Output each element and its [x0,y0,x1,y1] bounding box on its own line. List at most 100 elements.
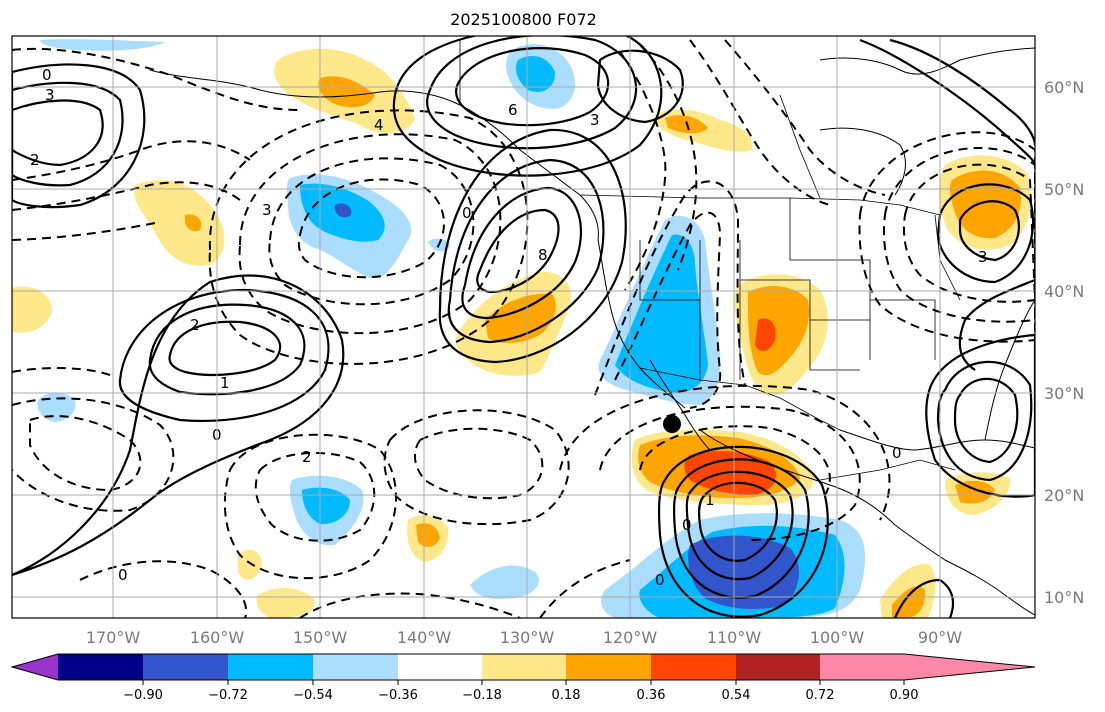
contour-central-low-1 [168,320,282,376]
contour-label: 3 [590,111,600,129]
contour-label: 6 [508,101,518,119]
lon-label-140w: 140°W [397,628,452,647]
border-layer [459,40,961,481]
coast-central-am [894,524,1035,616]
colorbar-label: −0.72 [208,688,248,703]
shade-hi-blue [302,487,350,525]
contour-label: 3 [262,201,272,219]
contour-label: 0 [42,66,52,84]
dash-ne-ring-2 [882,146,1035,323]
contour-label: 0 [682,516,692,534]
colorbar: −0.90 −0.72 −0.54 −0.36 −0.18 0.18 0.36 … [10,653,1036,703]
map-frame [11,35,1036,619]
shade-cus-orange [748,286,810,376]
solid-contours [12,36,1035,618]
dash-pac-low-2 [268,157,475,306]
contour-nw-2 [12,81,124,187]
border-us-mexico [639,367,841,431]
contour-alaska-high-2 [426,36,638,150]
shading-layer [12,39,1031,618]
storm-position-marker [663,415,681,433]
coastline-layer [149,47,1035,616]
lat-label-20: 20°N [1044,486,1084,505]
dash-ne-ring-1 [902,163,1035,303]
lon-label-150w: 150°W [293,628,348,647]
contour-central-low-2 [148,303,306,396]
border-state-8 [779,94,821,199]
contour-label-layer: 0 3 2 6 4 3 3 0 2 1 0 0 2 8 0 0 1 0 3 [30,66,988,589]
dash-trough-3 [619,51,667,291]
shade-fw-warm [12,286,52,333]
border-state-7 [870,299,936,360]
colorbar-segment [482,654,566,680]
lat-label-30: 30°N [1044,384,1084,403]
dash-w-3 [12,367,111,376]
coast-mexico [699,429,896,526]
contour-pac-high-4 [438,128,627,364]
contour-label: 0 [892,444,902,462]
contour-ec-1 [889,38,1035,146]
shade-gulf-orange [955,480,995,504]
dash-hi-2 [223,433,397,580]
lon-label-120w: 120°W [603,628,658,647]
colorbar-ticks [142,680,905,685]
contour-pac-high-3 [447,158,605,344]
colorbar-segment [143,654,228,680]
colorbar-segment [651,654,736,680]
colorbar-extend-left [12,654,58,680]
contour-label: 3 [45,86,55,104]
dash-trough-5 [689,39,831,206]
contour-mex-high-2 [685,470,794,581]
contour-label: 1 [705,491,715,509]
border-state-5 [789,198,871,360]
colorbar-segment [58,654,143,680]
dash-s-3 [539,559,631,618]
contour-alaska-high-3 [392,36,663,177]
contour-ec-2 [859,38,1035,166]
coast-baja [649,359,711,451]
shade-canada-blue [516,56,556,92]
lon-label-90w: 90°W [918,628,962,647]
border-state-1 [639,240,700,301]
coast-east [984,299,1035,441]
dash-trough-6 [724,39,886,196]
contour-ne-low-2 [936,183,1035,284]
dash-mex-ring-3 [559,384,891,521]
contour-east-high-2 [936,360,1033,482]
colorbar-label: −0.54 [293,688,333,703]
contour-label: 2 [302,448,312,466]
contour-alaska-high-1 [455,47,610,127]
contour-east-high-3 [925,333,1035,498]
colorbar-label: −0.90 [123,688,163,703]
contour-central-low-4 [12,274,345,577]
lat-labels: 60°N 50°N 40°N 30°N 20°N 10°N [1044,78,1084,607]
dash-s-2 [299,592,521,618]
contour-canada-1 [596,49,684,124]
shade-calif-orange [485,293,556,343]
contour-label: 0 [462,204,472,222]
shade-sw-blue [615,234,708,393]
shade-cpac-deep [334,203,352,218]
contour-label: 2 [190,316,200,334]
lon-labels: 170°W 160°W 150°W 140°W 130°W 120°W 110°… [86,628,962,647]
colorbar-outline [10,653,1036,681]
lon-label-100w: 100°W [810,628,865,647]
dash-pac-low-4 [208,109,529,365]
contour-pac-high-2 [461,186,582,320]
contour-label: 8 [538,246,548,264]
contour-mex-high-3 [672,458,810,599]
gridlines [12,36,1035,618]
colorbar-label: 0.54 [722,688,751,703]
shade-orange-sub-in [416,523,440,547]
contour-label: 4 [374,116,384,134]
dash-wave-2 [12,140,251,181]
colorbar-segment [736,654,820,680]
colorbar-label: 0.90 [890,688,919,703]
shade-sp-cold [470,565,539,599]
contour-nw-3 [12,63,146,209]
contour-label: 3 [978,248,988,266]
dash-w-1 [29,415,142,492]
border-us-canada [579,194,941,216]
contour-mex-high-4 [657,445,829,618]
shade-carib-orange [892,586,926,618]
